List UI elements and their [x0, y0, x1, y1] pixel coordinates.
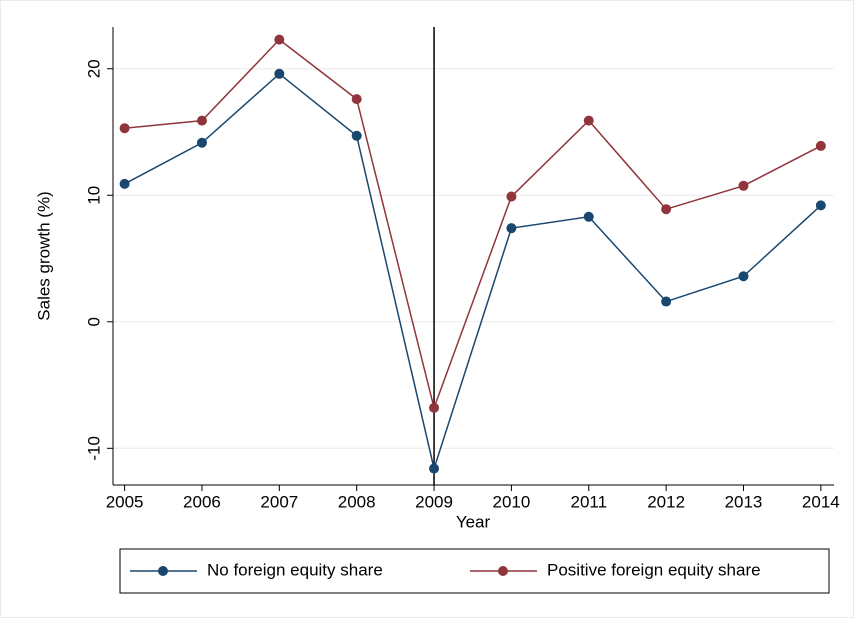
legend-marker: [498, 566, 508, 576]
data-point: [351, 94, 362, 105]
legend-label: Positive foreign equity share: [547, 560, 761, 579]
series-line: [124, 38, 822, 411]
data-point: [738, 271, 749, 282]
data-point: [429, 463, 440, 474]
data-point: [661, 204, 672, 215]
data-point: [351, 130, 362, 141]
data-point: [738, 180, 749, 191]
data-point: [119, 178, 130, 189]
x-tick-label: 2011: [570, 492, 607, 511]
data-point: [274, 68, 285, 79]
data-point: [583, 211, 594, 222]
data-point: [506, 223, 517, 234]
legend-label: No foreign equity share: [207, 560, 383, 579]
data-point: [429, 402, 440, 413]
x-tick-label: 2010: [492, 492, 530, 511]
x-tick-label: 2005: [106, 492, 144, 511]
data-point: [506, 191, 517, 202]
x-tick-label: 2008: [338, 492, 376, 511]
x-tick-label: 2007: [260, 492, 298, 511]
x-tick-label: 2009: [415, 492, 453, 511]
data-point: [815, 140, 826, 151]
series-line: [124, 72, 822, 472]
data-point: [119, 123, 130, 134]
y-tick-label: -10: [84, 436, 103, 461]
y-tick-label: 10: [84, 186, 103, 205]
y-tick-label: 0: [84, 317, 103, 326]
x-tick-label: 2006: [183, 492, 221, 511]
data-point: [196, 137, 207, 148]
x-tick-label: 2012: [647, 492, 685, 511]
legend-marker: [158, 566, 168, 576]
data-point: [196, 115, 207, 126]
x-tick-label: 2013: [725, 492, 763, 511]
data-point: [815, 200, 826, 211]
legend-box: [119, 548, 830, 594]
x-tick-label: 2014: [802, 492, 840, 511]
data-point: [583, 115, 594, 126]
data-point: [274, 34, 285, 45]
y-tick-label: 20: [84, 59, 103, 78]
data-point: [661, 296, 672, 307]
x-axis-title: Year: [456, 512, 491, 531]
y-axis-title: Sales growth (%): [34, 191, 53, 320]
